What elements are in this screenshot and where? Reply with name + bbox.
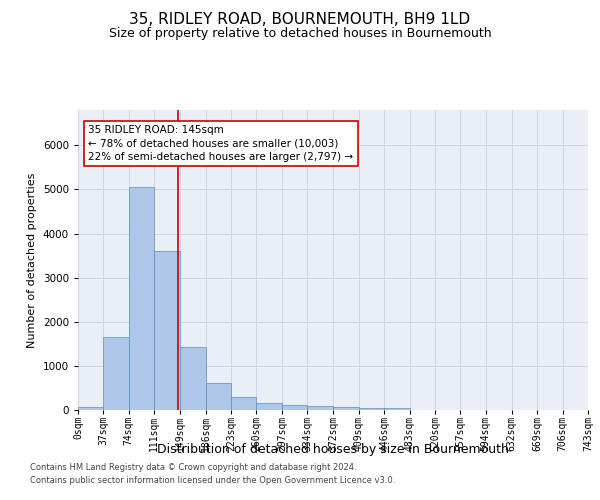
Text: Distribution of detached houses by size in Bournemouth: Distribution of detached houses by size … bbox=[157, 442, 509, 456]
Bar bbox=[180, 348, 206, 410]
Bar bbox=[359, 408, 384, 410]
Bar bbox=[334, 407, 359, 410]
Bar bbox=[256, 404, 282, 410]
Text: Contains HM Land Registry data © Crown copyright and database right 2024.: Contains HM Land Registry data © Crown c… bbox=[30, 464, 356, 472]
Y-axis label: Number of detached properties: Number of detached properties bbox=[27, 172, 37, 348]
Text: Contains public sector information licensed under the Open Government Licence v3: Contains public sector information licen… bbox=[30, 476, 395, 485]
Bar bbox=[154, 251, 180, 410]
Bar bbox=[307, 406, 334, 410]
Bar bbox=[282, 405, 307, 410]
Bar bbox=[103, 337, 129, 410]
Text: Size of property relative to detached houses in Bournemouth: Size of property relative to detached ho… bbox=[109, 28, 491, 40]
Bar bbox=[231, 397, 256, 410]
Bar bbox=[129, 187, 154, 410]
Bar bbox=[384, 408, 410, 410]
Bar bbox=[78, 407, 103, 410]
Bar bbox=[206, 382, 231, 410]
Text: 35, RIDLEY ROAD, BOURNEMOUTH, BH9 1LD: 35, RIDLEY ROAD, BOURNEMOUTH, BH9 1LD bbox=[130, 12, 470, 28]
Text: 35 RIDLEY ROAD: 145sqm
← 78% of detached houses are smaller (10,003)
22% of semi: 35 RIDLEY ROAD: 145sqm ← 78% of detached… bbox=[88, 126, 353, 162]
